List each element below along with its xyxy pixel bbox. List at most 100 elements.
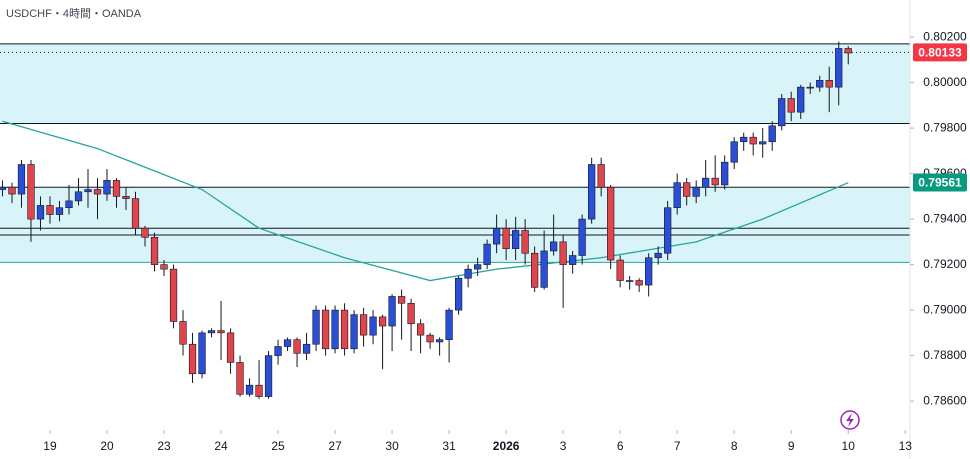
candle-body (74, 191, 83, 202)
candle-body (283, 339, 292, 347)
candle-body (226, 332, 235, 363)
candle-body (369, 316, 377, 336)
candle-body (198, 332, 206, 375)
price-badge-label: 0.79561 (918, 176, 962, 190)
y-tick-label: 0.78600 (923, 393, 967, 407)
candle-body (188, 343, 197, 375)
candle-body (483, 243, 491, 265)
candle-body (331, 309, 339, 350)
candle-body (302, 343, 311, 354)
y-tick-label: 0.79000 (923, 302, 967, 316)
candle-body (217, 330, 225, 334)
candle-body (236, 362, 244, 395)
x-tick-label: 23 (157, 439, 171, 453)
candle-body (835, 48, 843, 88)
candle-body (65, 200, 73, 209)
candle-body (512, 230, 520, 249)
candle-body (825, 80, 833, 88)
candle-body (359, 314, 368, 336)
candle-body (378, 316, 387, 327)
candle-body (27, 164, 35, 220)
y-tick-label: 0.80200 (923, 29, 967, 43)
x-tick-label: 27 (328, 439, 342, 453)
lightning-icon[interactable] (840, 410, 860, 430)
candle-body (141, 227, 149, 238)
candle-body (350, 314, 358, 350)
y-tick-label: 0.79400 (923, 211, 967, 225)
candle-body (797, 86, 805, 113)
candle-body (531, 252, 539, 288)
candle-body (540, 250, 548, 288)
candle-body (502, 227, 510, 249)
candle-body (8, 186, 16, 195)
candle-body (768, 125, 776, 143)
candle-body (702, 177, 710, 188)
candle-body (844, 48, 852, 54)
candle-body (245, 384, 254, 395)
candle-body (112, 180, 121, 197)
candle-body (426, 334, 434, 343)
candle-body (388, 296, 396, 327)
x-tick-label: 6 (617, 439, 624, 453)
candle-body (711, 177, 719, 186)
candle-body (207, 330, 216, 334)
x-tick-label: 19 (43, 439, 57, 453)
candle-body (616, 259, 624, 281)
moving-average (2, 120, 849, 282)
x-tick-label: 30 (385, 439, 399, 453)
x-tick-label: 8 (731, 439, 738, 453)
candle-body (103, 180, 111, 195)
candle-body (321, 309, 330, 350)
candle-body (407, 302, 415, 325)
candle-body (416, 323, 425, 336)
x-tick-label: 10 (842, 439, 856, 453)
candle-body (635, 280, 643, 286)
candle-body (578, 218, 586, 256)
x-tick-label: 9 (788, 439, 795, 453)
candle-body (569, 255, 577, 265)
candle-body (787, 98, 795, 113)
candle-body (454, 277, 463, 311)
candle-body (179, 321, 187, 345)
x-tick-label: 20 (100, 439, 114, 453)
candle-body (550, 241, 558, 252)
candle-body (816, 80, 824, 88)
candle-body (521, 230, 529, 254)
plot-area (0, 41, 910, 399)
y-tick-label: 0.80000 (923, 75, 967, 89)
y-tick-label: 0.79200 (923, 257, 967, 271)
candle-body (55, 207, 64, 215)
candle-body (46, 205, 54, 215)
candle-body (84, 189, 92, 193)
candle-body (397, 296, 406, 304)
candle-body (607, 186, 615, 261)
price-badge-label: 0.80133 (918, 45, 962, 59)
candle-body (131, 198, 140, 229)
price-badge (913, 173, 967, 192)
candle-body (445, 309, 453, 340)
candle-body (93, 189, 102, 195)
candle-body (759, 141, 767, 145)
y-tick-label: 0.78800 (923, 348, 967, 362)
candle-body (255, 384, 263, 397)
candle-body (340, 309, 349, 350)
candle-body (264, 355, 273, 397)
candle-body (749, 136, 757, 145)
candle-body (473, 264, 482, 270)
candle-body (0, 186, 7, 190)
candle-body (312, 309, 320, 345)
candle-body (645, 257, 653, 286)
candle-body (588, 164, 596, 220)
candle-body (626, 280, 634, 282)
x-tick-label: 13 (899, 439, 913, 453)
x-tick-label: 2026 (493, 439, 520, 453)
candle-body (36, 205, 45, 220)
x-tick-label: 31 (442, 439, 456, 453)
candle-body (122, 196, 130, 199)
candle-body (274, 346, 282, 356)
candle-body (559, 241, 567, 265)
candle-body (740, 136, 748, 143)
zone (0, 43, 910, 124)
candle-body (435, 339, 444, 343)
